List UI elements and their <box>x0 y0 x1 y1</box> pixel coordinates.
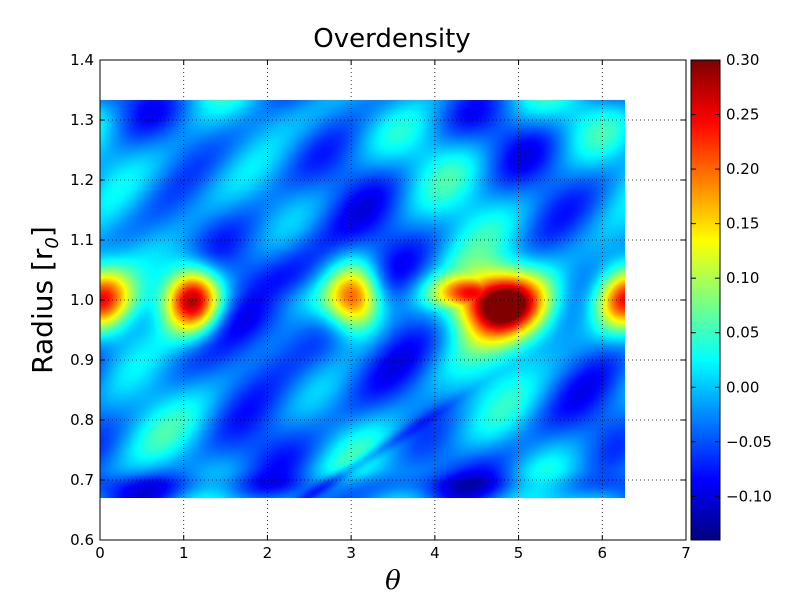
y-axis-label-subscript: 0 <box>42 237 63 248</box>
colorbar-tick-label: 0.00 <box>726 378 759 396</box>
x-tick-label: 5 <box>514 544 524 562</box>
y-tick-label: 0.8 <box>70 411 94 429</box>
x-tick-label: 2 <box>263 544 273 562</box>
colorbar-tick-label: 0.25 <box>726 106 759 124</box>
y-tick-label: 0.6 <box>70 531 94 549</box>
colorbar-gradient-container <box>691 60 720 540</box>
chart-title: Overdensity <box>313 24 470 54</box>
x-axis-label: θ <box>385 566 401 596</box>
y-tick-label: 1.2 <box>70 171 94 189</box>
y-tick-label: 1.1 <box>70 231 94 249</box>
x-tick-label: 6 <box>598 544 608 562</box>
x-tick-label: 7 <box>681 544 691 562</box>
colorbar-gradient <box>691 60 720 540</box>
x-axis: 0 1 2 3 4 5 6 7 <box>95 60 691 562</box>
plot-area <box>99 59 687 541</box>
y-tick-label: 1.0 <box>70 291 94 309</box>
x-tick-label: 0 <box>95 544 105 562</box>
x-tick-label: 1 <box>179 544 189 562</box>
colorbar: −0.10 −0.05 0.00 0.05 0.10 0.15 0.20 0.25 0.30 <box>690 51 772 541</box>
x-tick-label: 4 <box>430 544 440 562</box>
colorbar-tick-label: 0.20 <box>726 160 759 178</box>
colorbar-tick-label: 0.05 <box>726 324 759 342</box>
colorbar-tick-label: 0.10 <box>726 269 759 287</box>
y-axis-label: Radius [r0] <box>26 226 63 374</box>
grid-lines <box>100 60 686 540</box>
y-tick-label: 0.9 <box>70 351 94 369</box>
colorbar-tick-label: −0.10 <box>726 487 772 505</box>
heatmap-container <box>100 100 625 498</box>
colorbar-ticks: −0.10 −0.05 0.00 0.05 0.10 0.15 0.20 0.25 0.30 <box>691 51 772 505</box>
heatmap <box>100 100 625 498</box>
y-tick-label: 1.4 <box>70 51 94 69</box>
x-tick-label: 3 <box>346 544 356 562</box>
colorbar-tick-label: 0.15 <box>726 215 759 233</box>
y-axis-label-text: Radius [r <box>26 248 59 374</box>
y-tick-label: 1.3 <box>70 111 94 129</box>
y-axis-label-close: ] <box>26 226 59 237</box>
colorbar-tick-label: 0.30 <box>726 51 759 69</box>
colorbar-tick-label: −0.05 <box>726 433 772 451</box>
y-tick-label: 0.7 <box>70 471 94 489</box>
y-axis: 0.6 0.7 0.8 0.9 1.0 1.1 1.2 1.3 1.4 <box>70 51 686 549</box>
colorbar-frame <box>690 59 721 541</box>
